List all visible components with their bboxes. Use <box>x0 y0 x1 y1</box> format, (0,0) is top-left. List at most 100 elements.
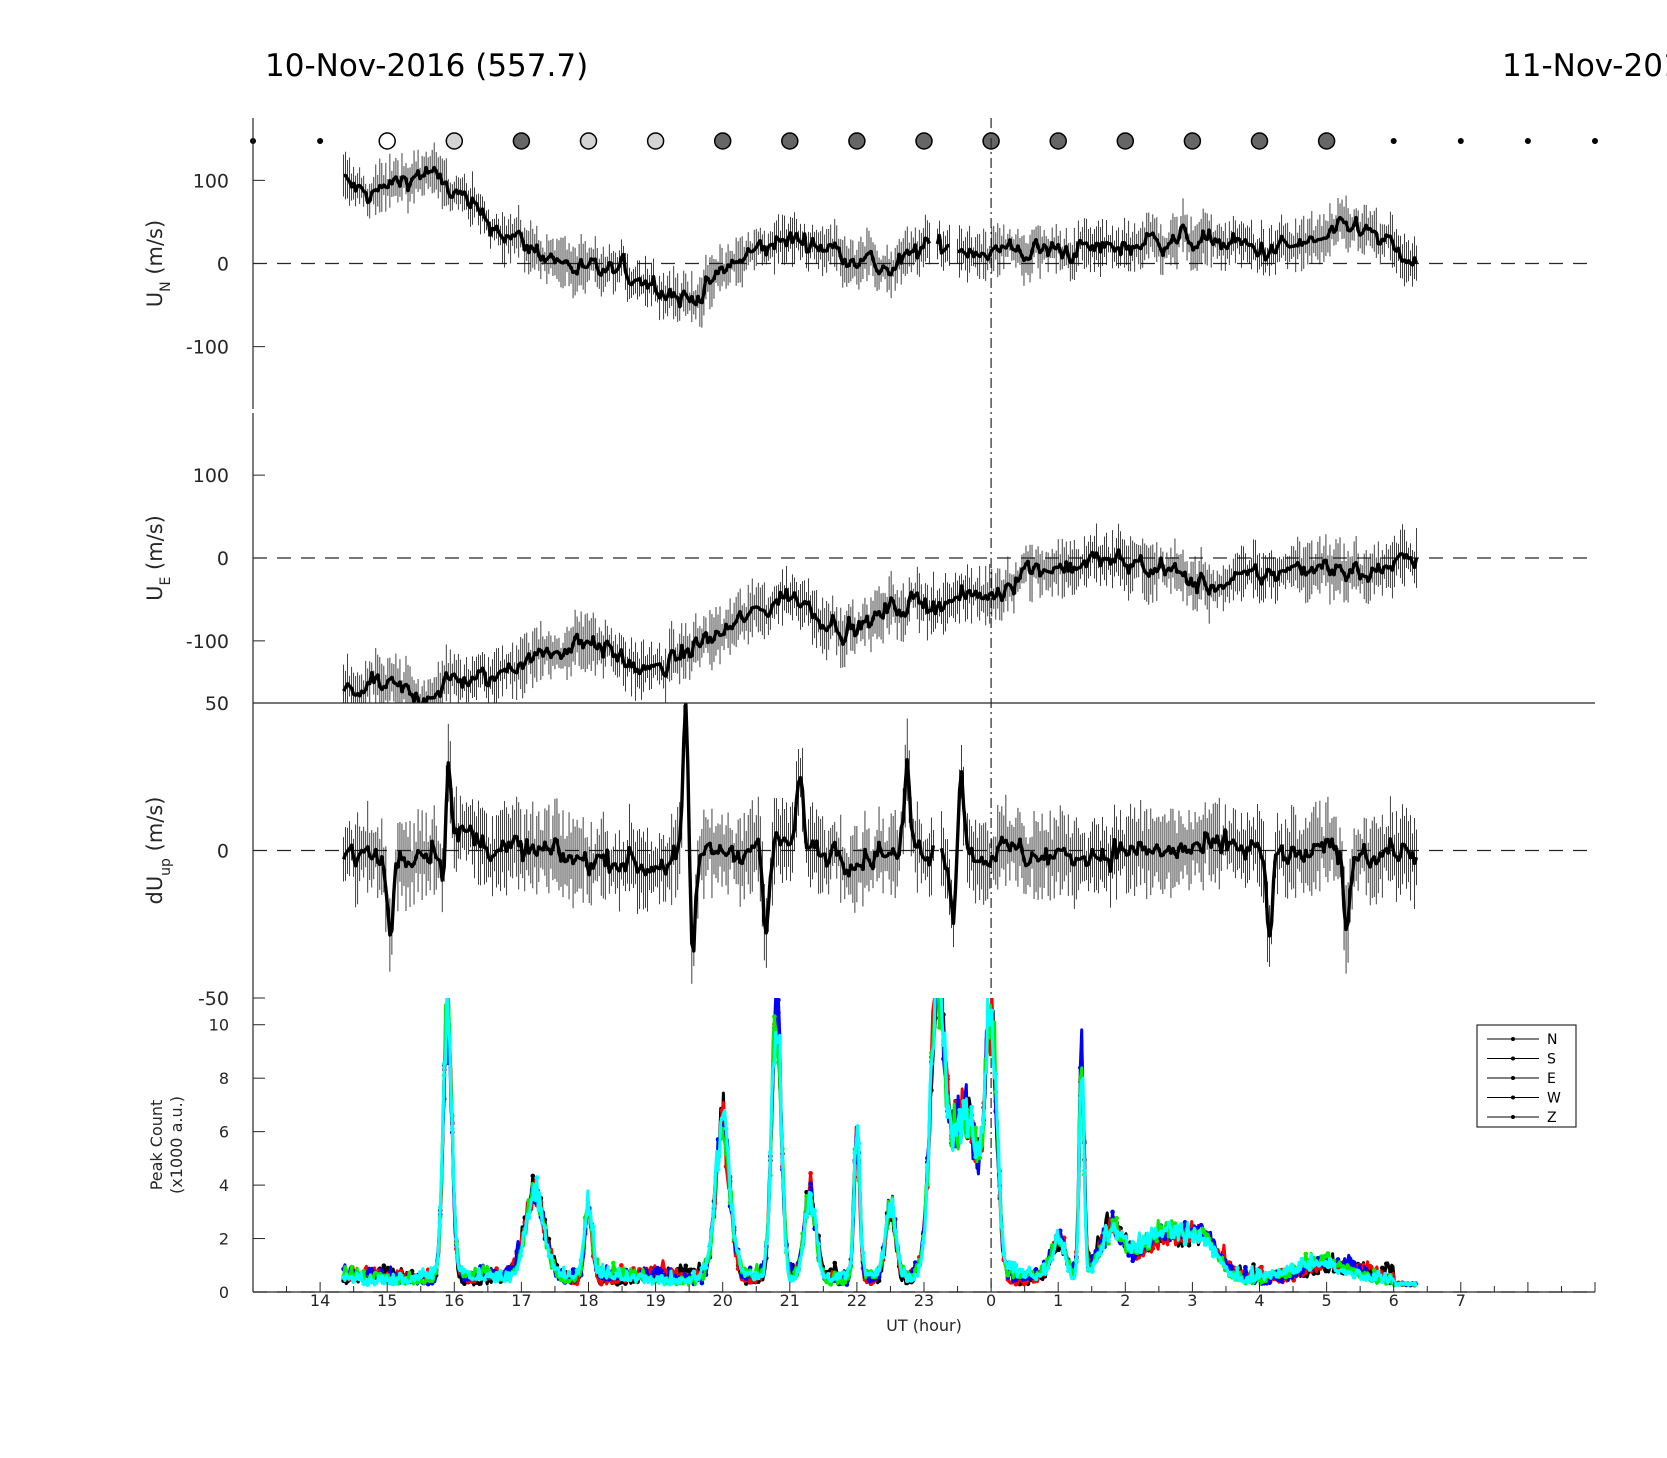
series-Z-point <box>602 1272 608 1278</box>
wind-line <box>939 770 1419 938</box>
series-Z-point <box>1057 1237 1063 1243</box>
series-W-point <box>1005 1273 1011 1278</box>
series-Z-point <box>1029 1273 1035 1278</box>
series-Z-point <box>345 1275 350 1280</box>
series-Z-point <box>377 1274 383 1279</box>
series-N-point <box>876 1278 882 1284</box>
series-Z-point <box>522 1231 528 1237</box>
series-Z-point <box>554 1266 560 1271</box>
series-Z-point <box>482 1277 487 1282</box>
series-Z-point <box>429 1275 435 1280</box>
series-Z-point <box>828 1278 834 1283</box>
series-Z-point <box>598 1274 604 1279</box>
series-Z-point <box>671 1277 677 1283</box>
wind-line <box>343 165 931 309</box>
x-tick-label: 18 <box>578 1291 598 1310</box>
series-N-point <box>478 1281 483 1286</box>
y-tick-label: -100 <box>186 337 229 359</box>
cloud-marker-dark <box>781 132 799 150</box>
cloud-marker-dot <box>1457 138 1464 144</box>
cloud-marker-dot <box>1524 138 1531 144</box>
data-series <box>342 523 1419 703</box>
series-Z-point <box>844 1272 850 1278</box>
series-Z-point <box>594 1269 600 1275</box>
series-Z-point <box>1243 1279 1248 1284</box>
legend-label: N <box>1547 1032 1557 1048</box>
series-Z-point <box>824 1273 830 1279</box>
series-S-point <box>598 1281 604 1287</box>
series-E-point <box>1243 1264 1248 1270</box>
legend-marker <box>1511 1115 1515 1119</box>
series-W-point <box>912 1267 918 1273</box>
series-Z-point <box>1363 1277 1369 1282</box>
series-W-point <box>1283 1275 1288 1280</box>
series-Z-point <box>421 1272 427 1277</box>
series-Z-point <box>1231 1272 1236 1278</box>
series-Z-point <box>840 1270 846 1275</box>
series-Z-point <box>611 1275 616 1281</box>
series-Z-point <box>1045 1265 1051 1271</box>
series-S-point <box>747 1280 753 1285</box>
x-tick-label: 15 <box>377 1291 397 1310</box>
x-tick-label: 14 <box>310 1291 330 1310</box>
series-Z-point <box>353 1276 358 1282</box>
legend-label: Z <box>1547 1110 1557 1126</box>
series-Z-point <box>534 1175 540 1180</box>
series-Z-point <box>1074 1257 1079 1263</box>
series-Z-point <box>1009 1260 1015 1266</box>
series-Z-point <box>929 1061 934 1067</box>
series-W-point <box>1154 1238 1160 1244</box>
series-Z-point <box>759 1273 765 1279</box>
series-E-point <box>1267 1280 1272 1286</box>
series-Z-point <box>973 1154 978 1160</box>
series-E-point <box>808 1181 813 1187</box>
series-E-point <box>1351 1260 1357 1265</box>
series-Z-point <box>466 1270 471 1275</box>
series-W-point <box>1287 1273 1292 1279</box>
series-S-point <box>937 982 942 987</box>
series-Z-point <box>1408 1281 1413 1287</box>
series-E-point <box>1118 1240 1123 1246</box>
series-E-point <box>1347 1256 1353 1262</box>
series-Z-point <box>1271 1271 1276 1277</box>
series-Z-point <box>445 1019 451 1025</box>
series-Z-point <box>659 1273 664 1279</box>
series-Z-point <box>474 1276 479 1281</box>
series-Z-point <box>949 1127 954 1133</box>
series-Z-point <box>373 1280 379 1286</box>
series-Z-point <box>977 1151 982 1157</box>
series-Z-point <box>349 1274 354 1280</box>
series-Z-point <box>631 1273 636 1278</box>
series-Z-point <box>1267 1270 1272 1276</box>
series-Z-point <box>1017 1267 1023 1273</box>
series-Z-point <box>1194 1235 1200 1240</box>
series-Z-point <box>1146 1243 1152 1249</box>
x-tick-label: 1 <box>1053 1291 1063 1310</box>
data-series <box>343 142 1419 328</box>
cloud-marker-dark <box>915 132 933 150</box>
series-Z-point <box>989 1008 995 1014</box>
cloud-marker-dark <box>1183 132 1202 150</box>
series-Z-point <box>401 1279 407 1284</box>
series-Z-point <box>856 1141 862 1146</box>
series-Z-point <box>707 1242 713 1247</box>
series-W-line <box>342 998 1418 1287</box>
series-E-point <box>1279 1279 1284 1284</box>
series-Z-point <box>1396 1282 1401 1287</box>
panel-peak-count: 0 2 4 6 8 10 Peak Count(x1000 a.u.) <box>147 982 1595 1302</box>
data-series <box>342 703 1419 984</box>
series-Z-point <box>1118 1232 1123 1238</box>
series-Z-point <box>917 1263 922 1269</box>
series-Z-point <box>892 1227 898 1233</box>
series-Z-point <box>1331 1262 1337 1267</box>
y-tick-label: 0 <box>219 1283 229 1302</box>
series-Z-point <box>969 1104 974 1110</box>
series-W-point <box>1319 1254 1325 1259</box>
series-Z-point <box>864 1271 870 1277</box>
series-Z-point <box>425 1274 431 1280</box>
series-Z-point <box>498 1269 503 1274</box>
y-tick-label: 8 <box>219 1069 229 1088</box>
cloud-marker-dot <box>317 138 324 144</box>
series-W-point <box>611 1260 616 1266</box>
